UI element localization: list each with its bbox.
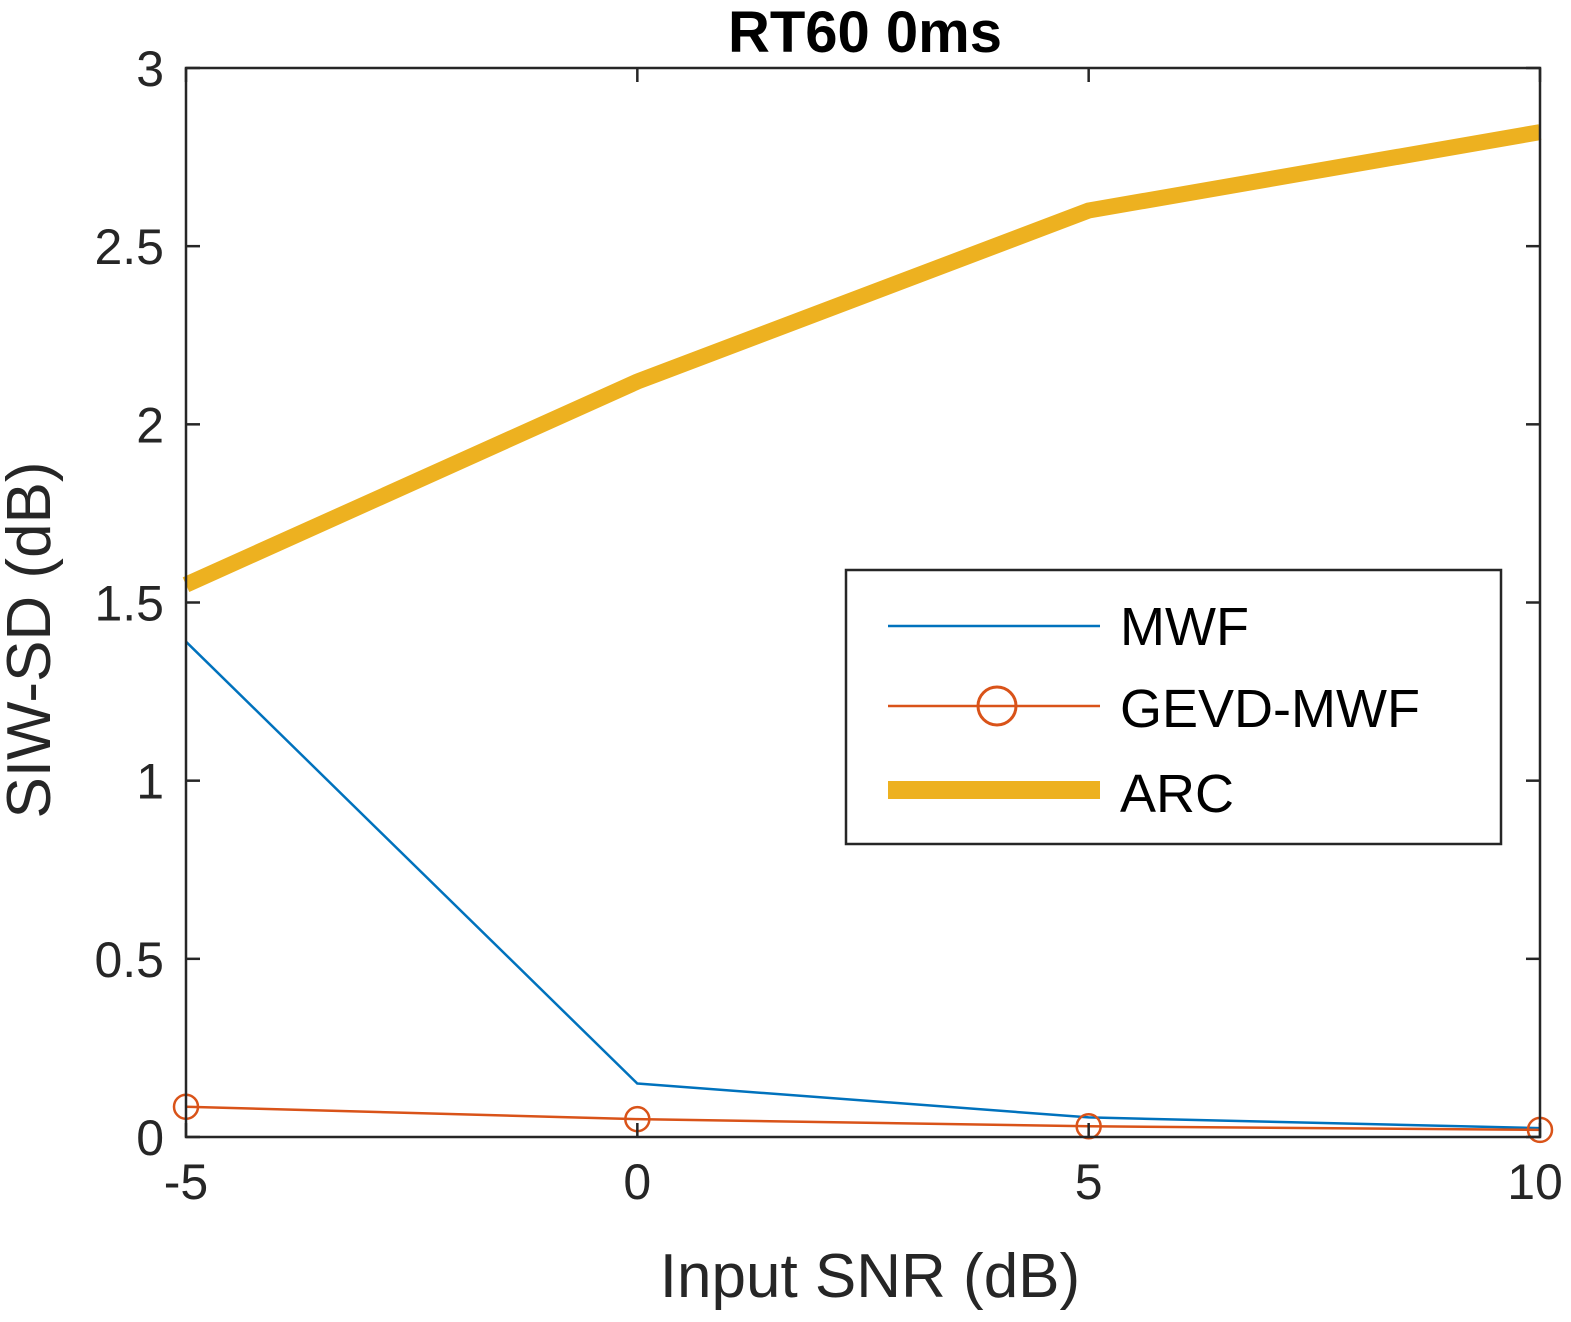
- series-layer: [172, 124, 1554, 1144]
- y-tick-label: 1: [136, 754, 164, 810]
- legend-label-mwf: MWF: [1120, 597, 1249, 657]
- y-tick-label: 0: [136, 1110, 164, 1166]
- data-point-gevd-mwf: [1075, 1113, 1102, 1140]
- x-tick-label: 0: [623, 1154, 651, 1210]
- series-line-mwf: [185, 640, 1541, 1130]
- series-line-arc: [182, 124, 1542, 592]
- y-tick-label: 1.5: [94, 576, 164, 632]
- chart-title: RT60 0ms: [728, 0, 1002, 65]
- x-tick-label: 5: [1075, 1154, 1103, 1210]
- series-line-gevd-mwf: [185, 1105, 1541, 1132]
- x-tick-label: -5: [164, 1154, 208, 1210]
- legend: MWF GEVD-MWF ARC: [844, 568, 1503, 846]
- y-axis-label: SIW-SD (dB): [0, 461, 64, 818]
- y-tick-label: 0.5: [94, 932, 164, 988]
- x-axis-label: Input SNR (dB): [660, 1242, 1080, 1311]
- plot-frame: [184, 66, 1542, 1139]
- x-tick-label: 10: [1507, 1154, 1563, 1210]
- legend-label-gevd-mwf: GEVD-MWF: [1120, 679, 1420, 739]
- y-tick-label: 2.5: [94, 219, 164, 275]
- legend-marker-gevd-mwf: [976, 685, 1018, 727]
- y-tick-label: 2: [136, 397, 164, 453]
- y-tick-label: 3: [136, 41, 164, 97]
- legend-label-arc: ARC: [1120, 764, 1234, 824]
